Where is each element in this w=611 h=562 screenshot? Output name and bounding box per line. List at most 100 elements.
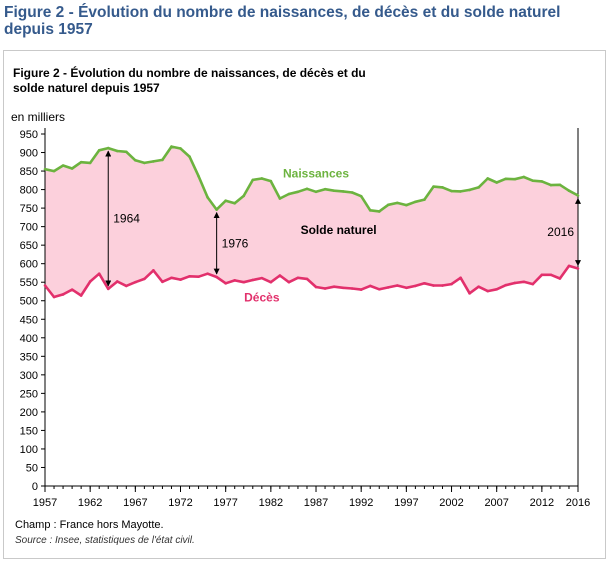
deces-point — [350, 287, 354, 290]
y-tick-label: 950 — [20, 129, 38, 141]
x-tick-label: 1982 — [259, 497, 283, 509]
deces-point — [125, 284, 128, 288]
y-tick-label: 0 — [32, 481, 38, 493]
deces-point — [170, 276, 173, 280]
y-tick-label: 250 — [20, 388, 38, 400]
deces-point — [269, 280, 273, 284]
y-tick-label: 500 — [20, 296, 38, 308]
deces-point — [251, 278, 255, 282]
naissances-point — [170, 145, 173, 148]
deces-point — [143, 277, 146, 281]
naissances-point — [441, 186, 444, 189]
naissances-point — [224, 199, 227, 202]
naissances-point — [197, 174, 200, 178]
naissances-point — [287, 192, 291, 196]
naissances-line — [44, 145, 579, 213]
deces-point — [531, 282, 535, 286]
deces-point — [287, 280, 291, 284]
deces-point — [486, 289, 489, 293]
y-axis-unit-label: en milliers — [11, 110, 66, 124]
naissances-point — [188, 155, 191, 158]
solde-naturel-label: Solde naturel — [301, 223, 377, 237]
naissances-point — [459, 190, 462, 193]
deces-point — [468, 292, 471, 295]
x-tick-label: 1977 — [213, 497, 237, 509]
deces-point — [332, 285, 336, 288]
naissances-point — [43, 167, 47, 171]
naissances-point — [540, 180, 544, 183]
x-tick-label: 2007 — [484, 497, 508, 509]
naissances-point — [495, 181, 498, 184]
naissances-point — [125, 150, 128, 154]
figure-title-line1: Figure 2 - Évolution du nombre de naissa… — [13, 66, 366, 80]
page-heading: Figure 2 - Évolution du nombre de naissa… — [4, 4, 561, 38]
naissances-point — [396, 201, 399, 205]
naissances-point — [341, 190, 345, 193]
deces-point — [368, 284, 372, 288]
y-tick-label: 600 — [20, 259, 38, 271]
deces-point — [224, 282, 227, 285]
y-tick-label: 150 — [20, 425, 38, 437]
naissances-point — [450, 189, 453, 193]
naissances-point — [233, 201, 237, 205]
naissances-point — [278, 197, 282, 200]
deces-point — [377, 287, 381, 291]
solde-naturel-area — [45, 146, 578, 297]
deces-point — [197, 275, 200, 278]
deces-point — [504, 283, 508, 287]
deces-point — [495, 287, 498, 291]
deces-point — [70, 288, 74, 291]
y-tick-label: 200 — [20, 407, 38, 419]
naissances-point — [558, 183, 562, 187]
figure-title: Figure 2 - Évolution du nombre de naissa… — [13, 66, 393, 96]
naissances-point — [504, 177, 508, 181]
x-tick-label: 1972 — [168, 497, 192, 509]
footnote: Champ : France hors Mayotte. — [15, 519, 164, 531]
naissances-point — [323, 187, 327, 191]
deces-point — [522, 280, 526, 284]
annotation-1976: 1976 — [222, 236, 249, 250]
deces-point — [206, 272, 209, 275]
naissances-point — [386, 203, 390, 207]
deces-point — [386, 286, 390, 289]
naissances-point — [486, 177, 489, 180]
y-tick-label: 300 — [20, 370, 38, 382]
deces-point — [115, 280, 119, 283]
deces-point — [414, 284, 417, 288]
naissances-point — [215, 208, 218, 211]
naissances-point — [206, 196, 209, 199]
naissances-point — [251, 178, 255, 182]
deces-point — [106, 287, 110, 291]
y-tick-label: 550 — [20, 277, 38, 289]
y-tick-label: 700 — [20, 222, 38, 234]
deces-point — [314, 285, 318, 289]
deces-point — [88, 280, 92, 283]
naissances-point — [70, 167, 74, 170]
naissances-point — [359, 194, 363, 198]
x-tick-label: 2012 — [530, 497, 554, 509]
naissances-point — [549, 183, 553, 187]
x-tick-label: 2016 — [566, 497, 590, 509]
y-tick-label: 800 — [20, 185, 38, 197]
deces-label: Décès — [244, 290, 280, 304]
deces-point — [540, 273, 544, 277]
deces-point — [576, 267, 580, 270]
naissances-point — [115, 149, 119, 153]
deces-point — [97, 272, 101, 275]
x-tick-label: 1987 — [304, 497, 328, 509]
deces-point — [341, 286, 345, 290]
naissances-point — [242, 194, 246, 198]
y-tick-label: 50 — [26, 462, 38, 474]
naissances-point — [305, 187, 309, 191]
naissances-point — [423, 198, 426, 201]
deces-point — [161, 280, 164, 284]
deces-point — [296, 276, 300, 280]
deces-point — [242, 280, 246, 284]
naissances-point — [567, 189, 571, 192]
naissances-point — [88, 161, 92, 165]
y-tick-label: 100 — [20, 444, 38, 456]
deces-point — [450, 282, 453, 286]
deces-line — [43, 264, 579, 299]
deces-point — [233, 279, 237, 282]
